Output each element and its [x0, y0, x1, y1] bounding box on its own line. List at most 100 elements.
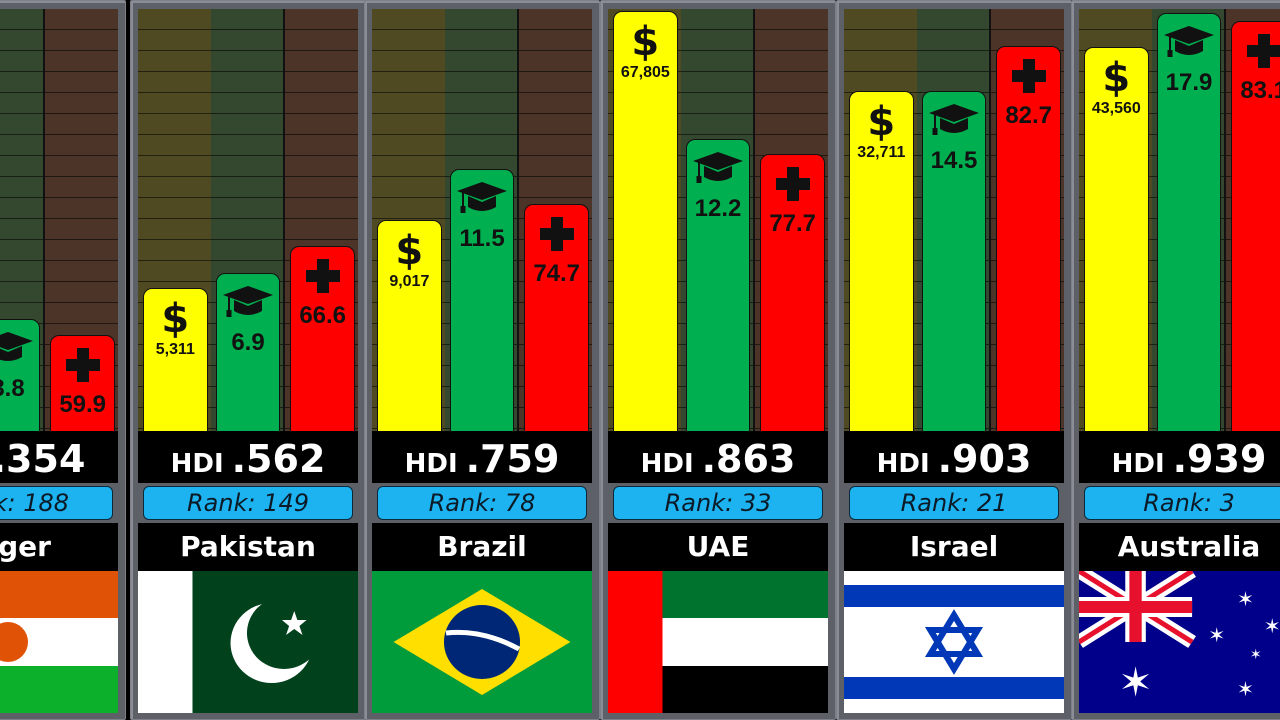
hdi-value: .759 [465, 437, 560, 481]
life-expectancy-value: 74.7 [533, 260, 581, 287]
life-expectancy-value: 66.6 [299, 302, 347, 329]
flag-australia: ✶ ✶ ✶ ✶ ✶ ✶ [1079, 571, 1280, 713]
bar-area: $ 67,805 12.2 [608, 9, 829, 431]
education-bar: 17.9 [1156, 13, 1222, 431]
dollar-icon: $ [1102, 55, 1131, 101]
flag-pakistan [138, 571, 358, 713]
gdp-value: 5,311 [155, 341, 195, 358]
hdi-label: HDI [876, 449, 930, 479]
flag-israel [844, 571, 1064, 713]
life-expectancy-value: 77.7 [769, 210, 817, 237]
dollar-icon: $ [161, 296, 190, 342]
hdi-value: .863 [701, 437, 796, 481]
rank-badge: Rank: 33 [613, 486, 823, 520]
gdp-bar: $ 5,311 [143, 288, 208, 431]
gdp-value: 43,560 [1091, 100, 1141, 117]
gdp-value: 9,017 [389, 273, 430, 290]
education-bar: 14.5 [921, 91, 987, 431]
flag-brazil [372, 571, 592, 713]
life-expectancy-bar: 77.7 [760, 154, 826, 431]
hdi-label: HDI [404, 449, 458, 479]
graduation-cap-icon [1158, 24, 1221, 67]
dollar-icon: $ [395, 228, 424, 274]
hdi-score: HDI .562 [138, 436, 358, 483]
bar-area: $ 3.8 [0, 9, 119, 431]
country-name: Brazil [372, 523, 592, 571]
dollar-icon: $ [867, 99, 896, 145]
hdi-value: .903 [937, 437, 1032, 481]
graduation-cap-icon [451, 180, 514, 223]
svg-text:✶: ✶ [1264, 614, 1280, 638]
education-value: 3.8 [0, 375, 25, 402]
life-expectancy-bar: 66.6 [290, 246, 356, 431]
life-expectancy-bar: 59.9 [50, 335, 116, 431]
graduation-cap-icon [217, 284, 280, 327]
education-bar: 11.5 [449, 169, 515, 431]
life-expectancy-value: 83.1 [1240, 77, 1280, 104]
hdi-label: HDI [1111, 449, 1165, 479]
education-value: 11.5 [459, 225, 505, 252]
country-name: Pakistan [138, 523, 358, 571]
bar-area: $ 9,017 11.5 [372, 9, 593, 431]
education-value: 6.9 [231, 329, 265, 356]
education-value: 12.2 [694, 195, 742, 222]
gdp-value: 67,805 [620, 64, 670, 81]
rank-badge: Rank: 188 [0, 486, 113, 520]
life-expectancy-value: 82.7 [1005, 102, 1053, 129]
gdp-value: 32,711 [857, 144, 906, 161]
graduation-cap-icon [923, 102, 986, 145]
medical-cross-icon [997, 57, 1060, 100]
medical-cross-icon [525, 215, 588, 258]
education-value: 14.5 [930, 147, 978, 174]
country-name: Niger [0, 523, 118, 571]
country-panel-uae: $ 67,805 12.2 [600, 0, 836, 720]
life-expectancy-value: 59.9 [59, 391, 107, 418]
flag-niger [0, 571, 118, 713]
svg-text:✶: ✶ [1250, 647, 1262, 663]
country-panel-israel: $ 32,711 14.5 [836, 0, 1072, 720]
bar-area: $ 43,560 17.9 [1079, 9, 1280, 431]
gdp-bar: $ 43,560 [1084, 47, 1149, 431]
hdi-label: HDI [170, 449, 224, 479]
graduation-cap-icon [0, 330, 39, 373]
education-value: 17.9 [1165, 69, 1213, 96]
svg-text:✶: ✶ [1118, 659, 1152, 706]
country-panel-australia: $ 43,560 17.9 [1071, 0, 1280, 720]
hdi-value: .562 [231, 437, 326, 481]
country-panel-niger: $ 3.8 [0, 0, 126, 720]
graduation-cap-icon [687, 150, 750, 193]
rank-badge: Rank: 3 [1084, 486, 1280, 520]
hdi-label: HDI [640, 449, 694, 479]
dollar-icon: $ [631, 19, 660, 65]
education-bar: 12.2 [685, 139, 751, 431]
medical-cross-icon [1232, 32, 1280, 75]
hdi-value: .939 [1172, 437, 1267, 481]
bar-area: $ 32,711 14.5 [844, 9, 1065, 431]
hdi-value: .354 [0, 437, 86, 481]
country-name: UAE [608, 523, 828, 571]
bar-area: $ 5,311 6.9 [138, 9, 359, 431]
hdi-score: HDI .903 [844, 436, 1064, 483]
svg-text:✶: ✶ [1237, 677, 1254, 701]
rank-badge: Rank: 78 [377, 486, 587, 520]
rank-badge: Rank: 21 [849, 486, 1059, 520]
life-expectancy-bar: 74.7 [524, 204, 590, 431]
country-name: Australia [1079, 523, 1280, 571]
medical-cross-icon [761, 165, 824, 208]
country-panel-pakistan: $ 5,311 6.9 [130, 0, 366, 720]
hdi-score: HDI .863 [608, 436, 828, 483]
medical-cross-icon [291, 257, 354, 300]
education-bar: 6.9 [215, 273, 281, 431]
svg-text:✶: ✶ [1208, 623, 1225, 647]
svg-text:✶: ✶ [1237, 587, 1254, 611]
hdi-score: HDI .939 [1079, 436, 1280, 483]
life-expectancy-bar: 82.7 [996, 46, 1062, 431]
education-bar: 3.8 [0, 319, 41, 431]
gdp-bar: $ 9,017 [377, 220, 442, 431]
flag-uae [608, 571, 828, 713]
hdi-score: HDI.354 [0, 436, 118, 483]
medical-cross-icon [51, 346, 114, 389]
rank-badge: Rank: 149 [143, 486, 353, 520]
hdi-score: HDI .759 [372, 436, 592, 483]
gdp-bar: $ 32,711 [849, 91, 914, 431]
